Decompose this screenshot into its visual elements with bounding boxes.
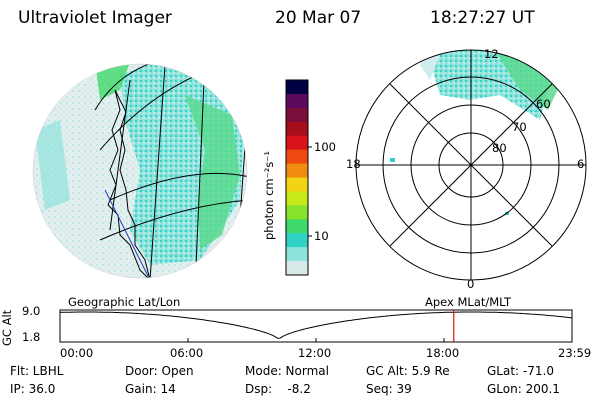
colorbar-tick-100: 100 <box>314 140 336 154</box>
gain-readout: Gain: 14 <box>125 382 176 396</box>
seq-readout: Seq: 39 <box>366 382 412 396</box>
colorbar-swatch <box>286 121 308 137</box>
app-title: Ultraviolet Imager <box>18 8 172 28</box>
xtick-0600: 06:00 <box>170 346 204 360</box>
colorbar-swatch <box>286 135 308 151</box>
polar-mlat-mlt-panel <box>355 49 587 281</box>
glat-readout: GLat: -71.0 <box>487 364 554 378</box>
altitude-ymin: 1.8 <box>22 330 41 344</box>
colorbar-swatch <box>286 261 308 276</box>
colorbar-swatch <box>286 163 308 178</box>
colorbar-swatch <box>286 247 308 262</box>
mlat-label-70: 70 <box>512 120 527 134</box>
colorbar-unit-label: photon cm⁻²s⁻¹ <box>262 151 276 240</box>
altitude-ymax: 9.0 <box>22 304 41 318</box>
colorbar-swatch <box>286 191 308 206</box>
colorbar-swatch <box>286 107 308 123</box>
altitude-ylabel: GC Alt <box>0 309 14 346</box>
mlt-label-6: 6 <box>577 157 585 171</box>
colorbar-tick-10: 10 <box>314 229 329 243</box>
geo-left-patch <box>35 120 70 210</box>
xtick-1800: 18:00 <box>426 346 460 360</box>
colorbar-swatch <box>286 80 308 95</box>
colorbar <box>285 79 309 276</box>
altitude-curve <box>59 311 573 339</box>
gc-alt-readout: GC Alt: 5.9 Re <box>366 364 450 378</box>
polar-panel-caption: Apex MLat/MLT <box>425 295 512 309</box>
colorbar-swatch <box>286 205 308 220</box>
polar-emission-speck <box>390 158 395 162</box>
mlt-label-18: 18 <box>346 157 361 171</box>
coastline <box>107 89 151 278</box>
colorbar-swatch <box>286 149 308 165</box>
colorbar-swatch <box>286 93 308 109</box>
xtick-0000: 00:00 <box>60 346 94 360</box>
polar-grid <box>355 49 587 281</box>
mlat-label-60: 60 <box>536 97 551 111</box>
geo-panel-caption: Geographic Lat/Lon <box>68 295 181 309</box>
mode-readout: Mode: Normal <box>245 364 329 378</box>
image-date: 20 Mar 07 <box>275 8 362 28</box>
polar-bright-emission <box>495 50 560 110</box>
glon-readout: GLon: 200.1 <box>487 382 560 396</box>
dsp-readout: Dsp: -8.2 <box>245 382 311 396</box>
colorbar-swatch <box>286 177 308 192</box>
filter-readout: Flt: LBHL <box>10 364 64 378</box>
mlt-label-12: 12 <box>484 47 499 61</box>
altitude-plot <box>59 309 573 343</box>
image-time: 18:27:27 UT <box>430 8 535 28</box>
door-readout: Door: Open <box>125 364 194 378</box>
geographic-image-panel <box>32 63 248 279</box>
mlt-label-0: 0 <box>467 277 475 291</box>
ip-readout: IP: 36.0 <box>10 382 56 396</box>
xtick-2359: 23:59 <box>558 346 592 360</box>
mlat-label-80: 80 <box>492 141 507 155</box>
colorbar-swatch <box>286 219 308 234</box>
colorbar-swatch <box>286 233 308 248</box>
xtick-1200: 12:00 <box>298 346 332 360</box>
colorbar-frame <box>285 79 309 276</box>
terminator-line <box>104 189 151 278</box>
